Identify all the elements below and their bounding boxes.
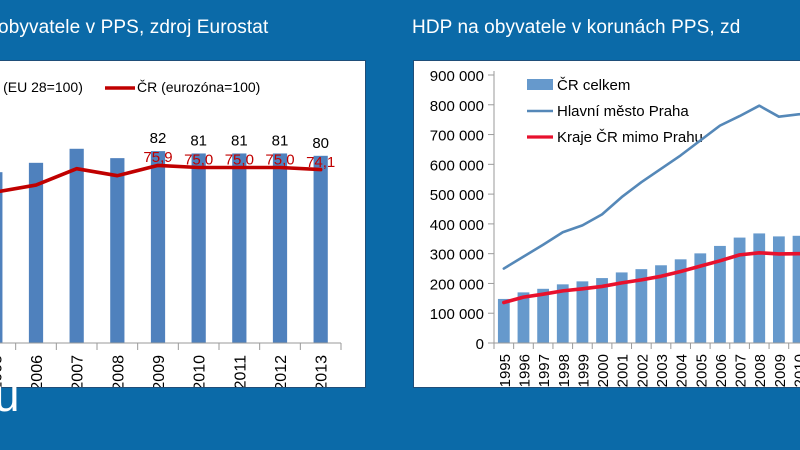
- left-chart-svg: ČR (EU 28=100)ČR (eurozóna=100)828181818…: [0, 79, 342, 387]
- left-chart-panel: ČR (EU 28=100)ČR (eurozóna=100)828181818…: [0, 60, 366, 388]
- bar-2010: [792, 235, 800, 343]
- x-tick-2005: 2005: [0, 355, 5, 387]
- y-tick-700000: 700 000: [430, 128, 484, 145]
- bar-2008: [753, 233, 766, 343]
- bar-2008: [110, 158, 125, 343]
- bar-2009: [150, 151, 166, 343]
- right-chart-y-axis: 0 100 000 200 000 300 000 400 000 500 000 600 …: [430, 68, 495, 353]
- left-chart-plot-area: ČR (EU 28=100)ČR (eurozóna=100)828181818…: [0, 61, 365, 387]
- right-chart-panel: 0 100 000 200 000 300 000 400 000 500 000 600 …: [413, 60, 800, 388]
- x-tick-2012: 2012: [273, 355, 290, 387]
- x-tick-1999: 1999: [575, 354, 592, 387]
- bar-1999: [576, 281, 589, 343]
- bar-2005: [694, 253, 707, 343]
- bar-2010: [191, 153, 206, 343]
- x-tick-2002: 2002: [634, 354, 651, 387]
- x-tick-1998: 1998: [556, 354, 573, 387]
- right-chart-bars: [497, 233, 800, 343]
- right-chart-kraje-line: [502, 250, 800, 305]
- legend-label-cr-celkem: ČR celkem: [557, 77, 630, 94]
- y-tick-600000: 600 000: [430, 157, 484, 174]
- bar-1997: [537, 288, 550, 343]
- left-chart-title: a obyvatele v PPS, zdroj Eurostat: [0, 17, 269, 38]
- left-chart-red-line: [0, 163, 323, 194]
- y-tick-300000: 300 000: [430, 247, 484, 264]
- right-chart-praha-line: [502, 104, 800, 270]
- x-tick-2011: 2011: [232, 355, 249, 387]
- bar-2009: [772, 236, 785, 343]
- left-chart-x-labels: 2005 2006 2007 2008 2009 2010 2011 2012 2013: [0, 355, 331, 387]
- bar-2006: [28, 162, 44, 343]
- bar-2007: [69, 148, 84, 343]
- right-chart-x-axis: [493, 342, 800, 349]
- bar-2005: [0, 172, 3, 343]
- bar-2001: [615, 272, 628, 343]
- x-tick-2000: 2000: [595, 354, 612, 387]
- bar-label-2009: 82: [150, 130, 167, 147]
- line-label-2010: 75,0: [184, 151, 213, 168]
- y-tick-200000: 200 000: [430, 276, 484, 293]
- x-tick-2006: 2006: [29, 355, 46, 387]
- y-tick-800000: 800 000: [430, 98, 484, 115]
- bar-label-2012: 81: [272, 132, 289, 149]
- bar-2011: [232, 153, 247, 343]
- right-chart-plot-area: 0 100 000 200 000 300 000 400 000 500 000 600 …: [414, 61, 800, 387]
- y-tick-0: 0: [476, 336, 484, 353]
- x-tick-1996: 1996: [516, 354, 533, 387]
- x-tick-2006: 2006: [713, 354, 730, 387]
- legend-label-cr-eurozona: ČR (eurozóna=100): [137, 79, 260, 95]
- x-tick-2010: 2010: [192, 355, 209, 387]
- line-label-2009: 75,9: [143, 149, 172, 166]
- footer-partial-logo-text: ů: [0, 369, 20, 421]
- line-label-2012: 75,0: [265, 151, 294, 168]
- x-tick-2010: 2010: [792, 354, 800, 387]
- x-tick-2004: 2004: [674, 354, 691, 387]
- bar-2006: [714, 245, 726, 343]
- line-label-2013: 74,1: [306, 154, 335, 171]
- legend-label-cr-eu28: ČR (EU 28=100): [0, 79, 83, 95]
- bar-2002: [635, 269, 648, 343]
- left-chart-bars: [0, 148, 328, 343]
- bar-label-2013: 80: [312, 135, 329, 152]
- x-tick-2007: 2007: [733, 354, 750, 387]
- x-tick-2013: 2013: [314, 355, 331, 387]
- right-chart-title: HDP na obyvatele v korunách PPS, zd: [412, 17, 741, 38]
- bar-2004: [674, 259, 687, 343]
- x-tick-2009: 2009: [151, 355, 168, 387]
- bar-2007: [733, 237, 746, 343]
- y-tick-400000: 400 000: [430, 217, 484, 234]
- legend-swatch-cr-celkem: [527, 79, 553, 90]
- x-tick-2007: 2007: [70, 355, 87, 387]
- legend-label-kraje: Kraje ČR mimo Prahu: [557, 129, 703, 146]
- bar-2000: [596, 278, 608, 343]
- right-chart-x-labels: 1995 1996 1997 1998 1999 2000 2001 2002 2003 2004…: [497, 354, 800, 387]
- bar-label-2011: 81: [231, 132, 248, 149]
- bar-1995: [497, 298, 510, 343]
- y-tick-900000: 900 000: [430, 68, 484, 85]
- bar-1998: [556, 284, 569, 343]
- x-tick-2001: 2001: [615, 354, 632, 387]
- x-tick-2005: 2005: [693, 354, 710, 387]
- x-tick-1997: 1997: [536, 354, 553, 387]
- left-chart-data-labels: 82 81 81 81 80 75,9 75,0 75,0 75,0 74,1: [143, 130, 335, 171]
- left-chart-x-axis: [0, 342, 342, 350]
- bar-1996: [517, 292, 530, 343]
- x-tick-2008: 2008: [110, 355, 127, 387]
- bar-label-2010: 81: [190, 132, 207, 149]
- right-chart-legend: ČR celkem Hlavní město Praha Kraje ČR mimo…: [527, 77, 703, 146]
- bar-2012: [272, 153, 288, 343]
- legend-label-praha: Hlavní město Praha: [557, 103, 689, 120]
- right-chart-svg: 0 100 000 200 000 300 000 400 000 500 000 600 …: [430, 68, 800, 387]
- y-tick-100000: 100 000: [430, 306, 484, 323]
- x-tick-2009: 2009: [772, 354, 789, 387]
- y-tick-500000: 500 000: [430, 187, 484, 204]
- bar-2013: [313, 155, 328, 343]
- left-chart-legend: ČR (EU 28=100) ČR (eurozóna=100): [0, 79, 260, 95]
- x-tick-1995: 1995: [497, 354, 514, 387]
- bar-2003: [655, 265, 667, 343]
- x-tick-2008: 2008: [752, 354, 769, 387]
- x-tick-2003: 2003: [654, 354, 671, 387]
- line-label-2011: 75,0: [225, 151, 254, 168]
